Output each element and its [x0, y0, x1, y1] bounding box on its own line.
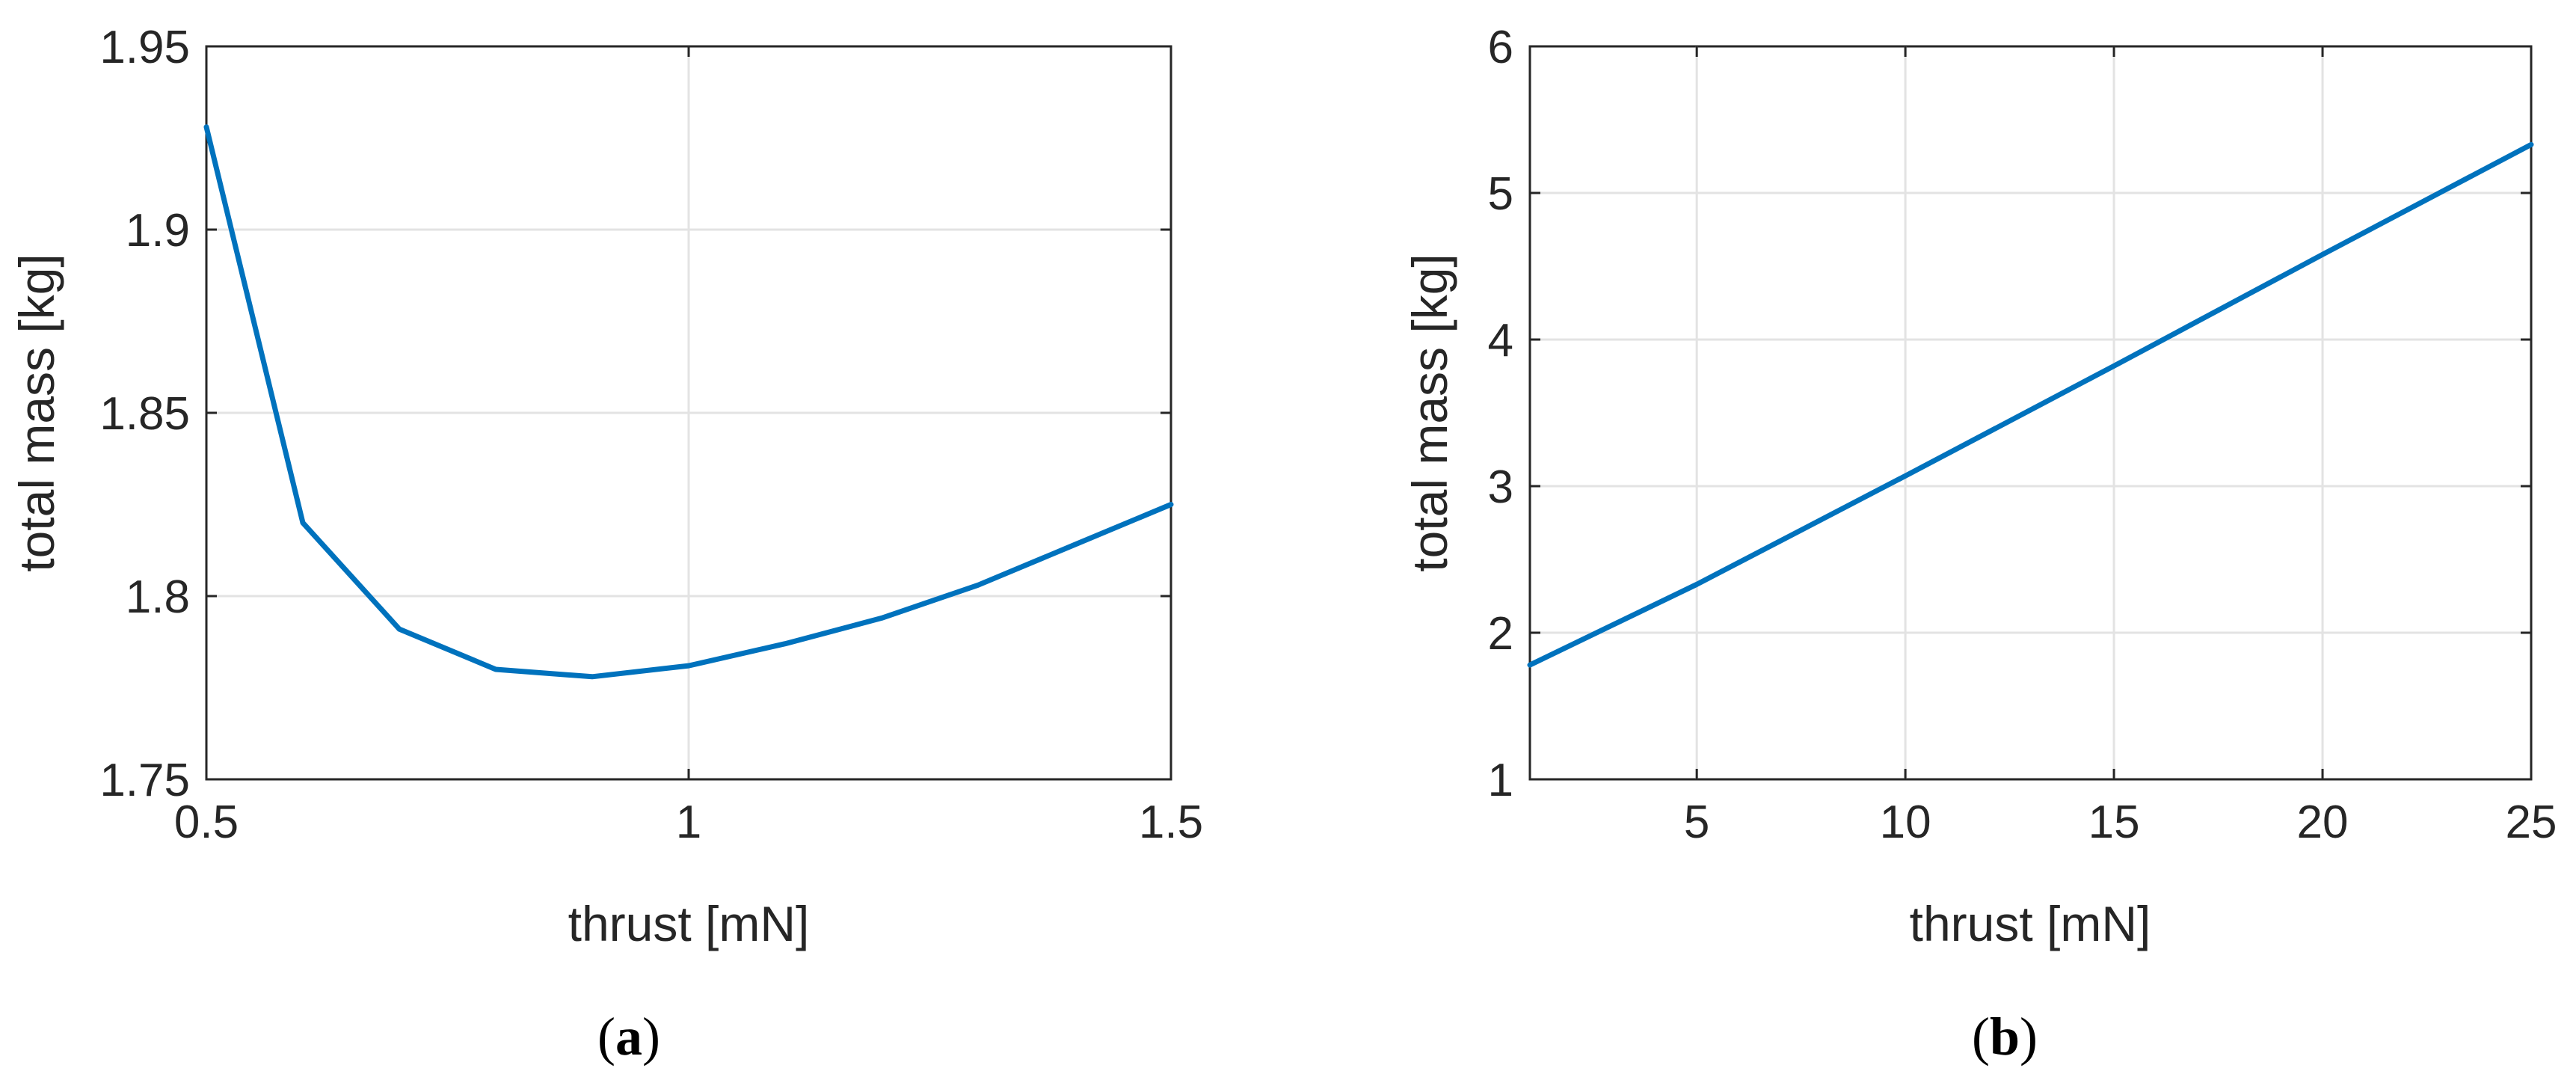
chart-panel-b: 5 10 15 20 25 1 2 3 4 5 6 thrust [mN] total mass […: [1402, 22, 2557, 1067]
y-tick-label-a-1: 1.8: [126, 571, 190, 623]
caption-b-letter: b: [1990, 1007, 2020, 1067]
x-tick-label-a-2: 1.5: [1139, 797, 1203, 848]
y-tick-label-b-2: 3: [1488, 461, 1513, 513]
x-axis-label-b: thrust [mN]: [1910, 896, 2151, 951]
tick-labels-a: 0.5 1 1.5 1.75 1.8 1.85 1.9 1.95: [99, 22, 1203, 848]
y-tick-label-b-1: 2: [1488, 608, 1513, 660]
caption-a-close: ): [642, 1007, 660, 1067]
y-tick-label-b-3: 4: [1488, 315, 1513, 366]
x-axis-label-a: thrust [mN]: [568, 896, 810, 951]
series-a: [203, 124, 1174, 680]
y-tick-label-a-0: 1.75: [99, 755, 190, 806]
chart-panel-a: 0.5 1 1.5 1.75 1.8 1.85 1.9 1.95 thrust [mN] to…: [9, 22, 1203, 1067]
caption-a-letter: a: [615, 1007, 642, 1067]
x-tick-label-b-2: 15: [2088, 797, 2140, 848]
y-tick-label-a-3: 1.9: [126, 205, 190, 257]
y-tick-label-b-4: 5: [1488, 168, 1513, 220]
y-tick-label-a-4: 1.95: [99, 22, 190, 73]
caption-b: (b): [1972, 1007, 2038, 1067]
y-tick-label-b-5: 6: [1488, 22, 1513, 73]
x-tick-label-b-4: 25: [2506, 797, 2557, 848]
caption-b-open: (: [1972, 1007, 1990, 1067]
y-tick-label-b-0: 1: [1488, 755, 1513, 806]
y-axis-label-a: total mass [kg]: [9, 254, 64, 572]
caption-b-close: ): [2020, 1007, 2038, 1067]
x-tick-label-a-0: 0.5: [174, 797, 239, 848]
series-line-b-0: [1527, 141, 2534, 668]
ticks-b: [1530, 45, 2533, 781]
caption-a: (a): [597, 1007, 660, 1067]
ticks-a: [205, 45, 1172, 781]
x-tick-label-b-3: 20: [2297, 797, 2349, 848]
x-tick-label-b-0: 5: [1684, 797, 1709, 848]
x-tick-label-a-1: 1: [676, 797, 701, 848]
grid-over-b: [1530, 46, 2531, 779]
y-tick-label-a-2: 1.85: [99, 388, 190, 440]
caption-a-open: (: [597, 1007, 615, 1067]
y-axis-label-b: total mass [kg]: [1402, 254, 1457, 572]
x-tick-label-b-1: 10: [1880, 797, 1931, 848]
series-b: [1527, 141, 2534, 668]
tick-labels-b: 5 10 15 20 25 1 2 3 4 5 6: [1488, 22, 2557, 848]
series-line-a-0: [203, 124, 1174, 680]
